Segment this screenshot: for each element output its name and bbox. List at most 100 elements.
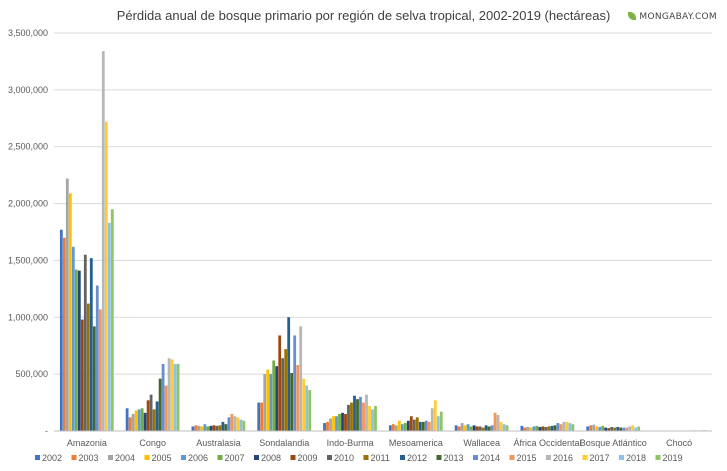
x-axis: Amazonia Congo Australasia Sondalandia Indo-… <box>54 430 712 448</box>
bar <box>104 121 108 431</box>
bar <box>424 420 428 431</box>
bar <box>607 428 611 431</box>
legend-swatch <box>71 455 77 460</box>
bar <box>287 317 291 431</box>
bar <box>212 425 216 431</box>
bar <box>308 390 312 431</box>
bar <box>391 424 395 431</box>
legend-label: 2002 <box>42 453 62 463</box>
legend-label: 2013 <box>444 453 464 463</box>
bar <box>469 426 473 431</box>
bar <box>89 258 93 431</box>
legend-label: 2008 <box>261 453 281 463</box>
legend-label: 2015 <box>517 453 537 463</box>
bar <box>586 426 590 431</box>
bar <box>502 424 506 431</box>
legend-swatch <box>363 455 369 460</box>
legend-swatch <box>582 455 588 460</box>
x-tick-label: Australasia <box>196 438 241 448</box>
legend-label: 2009 <box>298 453 318 463</box>
bar <box>239 419 243 431</box>
bar <box>523 427 527 431</box>
x-tick-label: Wallacea <box>463 438 500 448</box>
bar <box>481 427 485 431</box>
bar <box>224 424 228 431</box>
y-tick-label: 1,500,000 <box>8 255 48 265</box>
bar <box>203 424 207 431</box>
legend-label: 2014 <box>480 453 500 463</box>
bar <box>296 365 300 431</box>
bar <box>62 237 66 431</box>
legend-swatch <box>619 455 624 460</box>
bar <box>415 417 419 431</box>
bar <box>218 425 222 431</box>
bar <box>628 426 632 431</box>
brand-label: MONGABAY.COM <box>639 12 717 22</box>
bar <box>65 178 69 431</box>
legend-label: 2019 <box>663 453 683 463</box>
bar <box>353 395 356 431</box>
bar <box>149 394 153 431</box>
y-tick-label: 2,500,000 <box>8 142 48 152</box>
bar <box>107 222 111 431</box>
bar <box>128 417 132 431</box>
bar <box>598 427 602 431</box>
bar <box>227 417 231 431</box>
bar <box>553 425 557 431</box>
bar <box>167 358 171 431</box>
bar <box>173 363 177 431</box>
bar <box>634 427 638 431</box>
bar <box>335 416 338 431</box>
legend-label: 2012 <box>407 453 427 463</box>
bar <box>412 419 416 431</box>
x-tick-label: Sondalandia <box>259 438 309 448</box>
x-tick-label: Chocó <box>666 438 692 448</box>
bar <box>487 426 491 431</box>
x-tick-label: África Occidental <box>513 438 581 448</box>
bar <box>571 424 575 431</box>
bar <box>430 408 434 431</box>
bar <box>532 426 536 431</box>
bar <box>454 425 458 431</box>
bar <box>403 423 407 431</box>
bar <box>200 426 204 431</box>
bar <box>263 374 267 431</box>
bar <box>359 396 362 431</box>
bar <box>400 424 404 431</box>
bar <box>559 424 563 431</box>
x-tick-label: Indo-Burma <box>327 438 374 448</box>
bar <box>197 425 201 431</box>
legend-swatch <box>400 455 405 460</box>
bar <box>98 309 102 431</box>
bar <box>236 417 240 431</box>
brand-logo: MONGABAY.COM <box>628 12 717 22</box>
bar <box>170 359 174 431</box>
y-tick-label: 1,000,000 <box>8 312 48 322</box>
bar <box>625 427 629 431</box>
bar <box>299 326 303 431</box>
legend-label: 2018 <box>626 453 646 463</box>
y-tick-label: 3,500,000 <box>8 28 48 38</box>
bar <box>86 303 90 431</box>
bar <box>350 402 353 431</box>
bar <box>71 246 75 431</box>
bar <box>505 425 509 431</box>
y-tick-label: 2,000,000 <box>8 199 48 209</box>
bar <box>338 413 341 431</box>
bar <box>610 427 614 431</box>
bar <box>230 413 234 431</box>
bar <box>484 425 488 431</box>
bar <box>547 426 551 431</box>
bar <box>595 426 599 431</box>
bar <box>260 402 264 431</box>
bar <box>158 378 162 431</box>
bar <box>613 427 617 431</box>
bar <box>233 416 237 431</box>
bar <box>80 319 84 431</box>
legend-swatch <box>655 455 661 460</box>
legend-swatch <box>254 455 259 460</box>
bar <box>194 425 198 431</box>
bar <box>143 412 147 431</box>
legend-label: 2016 <box>553 453 573 463</box>
bar <box>365 394 368 431</box>
